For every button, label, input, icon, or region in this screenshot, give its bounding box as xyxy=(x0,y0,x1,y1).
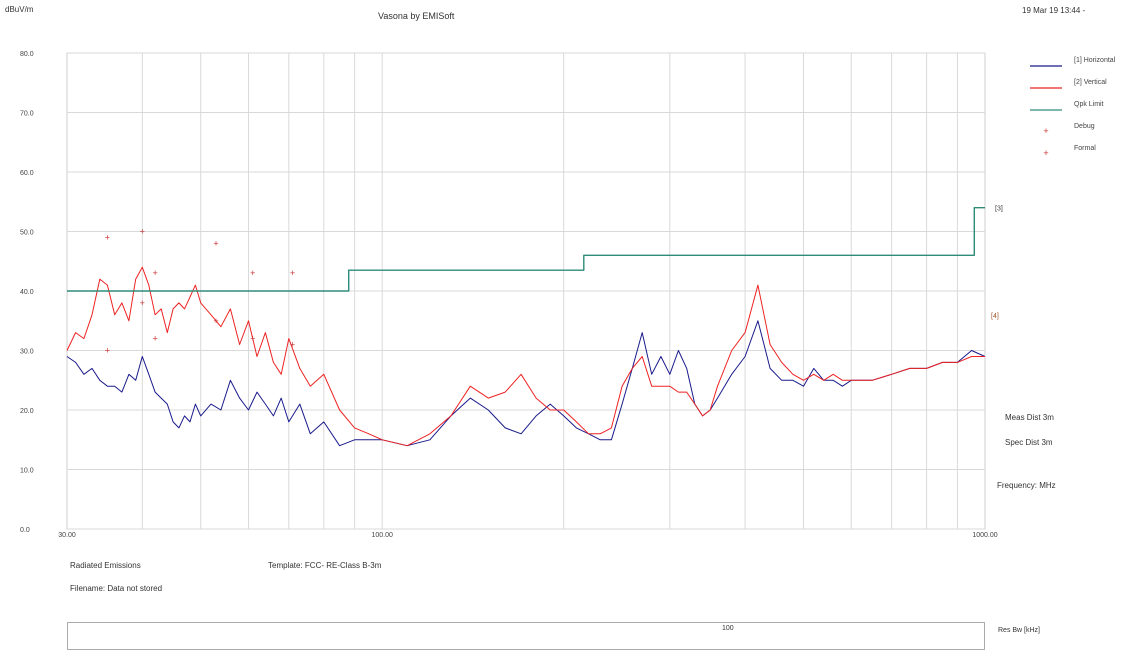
rbw-bar: 100 xyxy=(67,622,985,650)
filename-label: Filename: Data not stored xyxy=(70,584,163,593)
series-line xyxy=(66,320,986,447)
emission-marker: + xyxy=(140,227,145,237)
series-line xyxy=(67,206,985,292)
x-tick-label: 100.00 xyxy=(371,532,393,539)
emission-marker: + xyxy=(213,238,218,248)
series-line xyxy=(66,266,985,447)
legend-label: Debug xyxy=(1074,123,1095,130)
y-tick-label: 50.0 xyxy=(20,230,34,237)
test-name: Radiated Emissions xyxy=(70,561,141,570)
x-tick-label: 30.00 xyxy=(58,532,76,539)
y-tick-label: 20.0 xyxy=(20,408,34,415)
emission-marker: + xyxy=(290,268,295,278)
chart-title: Vasona by EMISoft xyxy=(378,11,455,21)
date-time: 19 Mar 19 13:44 - xyxy=(1022,6,1086,15)
x-tick-label: 1000.00 xyxy=(972,532,997,539)
emission-marker: + xyxy=(152,334,157,344)
legend-label: Qpk Limit xyxy=(1074,101,1104,108)
emission-marker: + xyxy=(250,334,255,344)
legend-marker: + xyxy=(1043,126,1048,136)
legend: [1] Horizontal [2] Vertical Qpk Limit + Debu… xyxy=(1030,57,1116,158)
emission-marker: + xyxy=(152,268,157,278)
y-tick-label: 10.0 xyxy=(20,468,34,475)
rbw-value: 100 xyxy=(722,625,734,632)
axis-ticks: 0.0 10.0 20.0 30.0 40.0 50.0 60.0 70.0 80.0 30.00… xyxy=(20,51,998,539)
template-label: Template: FCC- RE-Class B-3m xyxy=(268,561,382,570)
legend-marker: + xyxy=(1043,148,1048,158)
emission-marker: + xyxy=(105,232,110,242)
y-tick-label: 70.0 xyxy=(20,111,34,118)
emission-marker: + xyxy=(250,268,255,278)
rbw-label: Res Bw [kHz] xyxy=(998,627,1041,634)
emission-marker: + xyxy=(213,316,218,326)
y-tick-label: 0.0 xyxy=(20,527,30,534)
frequency-axis-label: Frequency: MHz xyxy=(997,481,1056,490)
plot-area: + + + + + + + + + + + + [3] [4] xyxy=(66,206,1003,447)
y-unit-label: dBuV/m xyxy=(5,5,34,14)
legend-label: [1] Horizontal xyxy=(1074,57,1116,64)
y-tick-label: 30.0 xyxy=(20,349,34,356)
limit-end-label: [4] xyxy=(991,313,999,320)
spec-dist-label: Spec Dist 3m xyxy=(1005,438,1053,447)
emission-marker: + xyxy=(105,346,110,356)
emission-marker: + xyxy=(140,298,145,308)
limit-end-label: [3] xyxy=(995,206,1003,213)
y-tick-label: 40.0 xyxy=(20,289,34,296)
legend-label: [2] Vertical xyxy=(1074,79,1107,86)
y-tick-label: 60.0 xyxy=(20,170,34,177)
emission-marker: + xyxy=(290,340,295,350)
meas-dist-label: Meas Dist 3m xyxy=(1005,413,1054,422)
legend-label: Formal xyxy=(1074,145,1096,152)
y-tick-label: 80.0 xyxy=(20,51,34,58)
